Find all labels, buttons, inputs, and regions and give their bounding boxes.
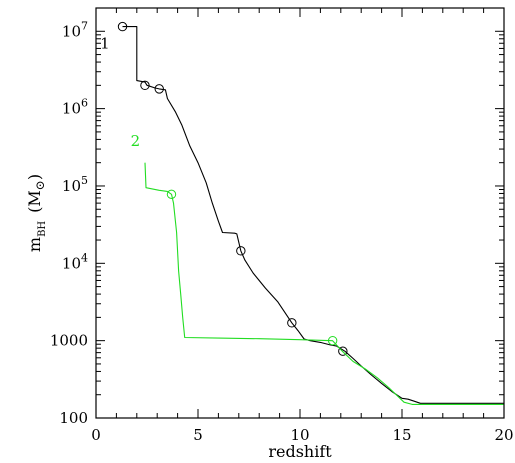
y-tick-label-base: 1000 xyxy=(50,332,88,350)
y-axis-title-units-prefix: (M xyxy=(25,190,44,213)
series-marker-1 xyxy=(236,246,246,256)
y-tick-label: 105 xyxy=(62,174,88,195)
y-tick-label-base: 10 xyxy=(62,22,81,40)
x-tick-label: 10 xyxy=(290,426,309,444)
series-marker-1 xyxy=(154,84,164,94)
y-tick-label-exponent: 6 xyxy=(81,97,88,110)
y-tick-label: 106 xyxy=(62,97,88,118)
y-tick-label: 1000 xyxy=(50,332,88,350)
series-label-1: 1 xyxy=(100,34,110,52)
series-line-2 xyxy=(144,162,504,405)
series-marker-1 xyxy=(287,318,297,328)
x-tick-label: 15 xyxy=(392,426,411,444)
series-marker-1 xyxy=(338,346,348,356)
series-marker-1 xyxy=(140,80,150,91)
y-tick-label-exponent: 4 xyxy=(81,251,88,264)
series-marker-2 xyxy=(166,189,177,200)
y-tick-label: 100 xyxy=(59,409,88,427)
series-layer: 12 xyxy=(100,21,504,405)
series-label-2: 2 xyxy=(131,132,141,150)
series-marker-2 xyxy=(327,335,338,346)
y-axis-title-units-suffix: ) xyxy=(25,174,44,180)
y-axis-title-units-symbol: ⊙ xyxy=(33,180,47,190)
y-tick-label-base: 10 xyxy=(62,254,81,272)
y-tick-label: 104 xyxy=(62,251,88,272)
y-tick-label-exponent: 7 xyxy=(81,19,88,32)
series-marker-1 xyxy=(117,21,128,32)
x-tick-label: 20 xyxy=(494,426,513,444)
x-tick-label: 0 xyxy=(91,426,101,444)
y-tick-label-base: 10 xyxy=(62,177,81,195)
y-axis-title-main: m xyxy=(25,237,44,252)
y-axis-title: mBH (M⊙) xyxy=(25,174,48,252)
plot-frame xyxy=(95,7,505,419)
y-tick-label-exponent: 5 xyxy=(81,174,88,187)
y-axis-title-sub: BH xyxy=(37,221,48,237)
y-tick-label-base: 10 xyxy=(62,100,81,118)
series-line-1 xyxy=(122,26,504,404)
x-axis-title: redshift xyxy=(268,442,332,461)
x-tick-label: 5 xyxy=(193,426,203,444)
y-tick-label: 107 xyxy=(62,19,88,40)
y-tick-label-base: 100 xyxy=(59,409,88,427)
